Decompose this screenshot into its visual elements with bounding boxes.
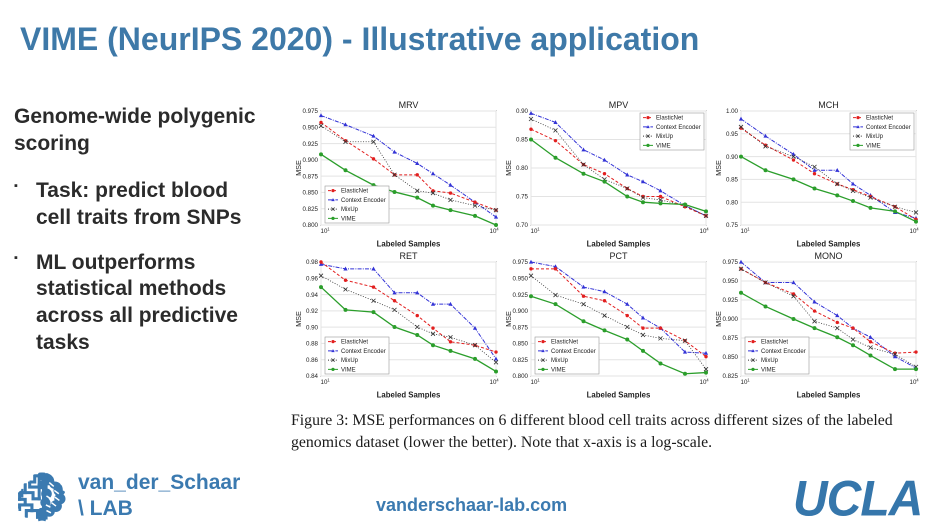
svg-text:1: 1 (327, 377, 330, 382)
svg-text:4: 4 (706, 377, 709, 382)
svg-text:0.80: 0.80 (516, 165, 529, 172)
svg-text:VIME: VIME (551, 367, 566, 373)
svg-text:0.975: 0.975 (513, 259, 529, 266)
svg-text:0.925: 0.925 (513, 291, 529, 298)
svg-text:MixUp: MixUp (656, 134, 674, 140)
svg-text:MixUp: MixUp (866, 134, 884, 140)
svg-text:MSE: MSE (294, 310, 303, 326)
svg-text:0.850: 0.850 (723, 354, 739, 361)
svg-text:1: 1 (537, 377, 540, 382)
svg-text:MixUp: MixUp (761, 358, 779, 364)
svg-text:0.950: 0.950 (303, 124, 319, 131)
svg-text:0.88: 0.88 (306, 340, 319, 347)
svg-text:0.800: 0.800 (513, 373, 529, 380)
svg-text:Context Encoder: Context Encoder (761, 348, 806, 354)
svg-text:0.92: 0.92 (306, 308, 319, 315)
svg-text:0.85: 0.85 (726, 177, 739, 184)
svg-text:0.94: 0.94 (306, 291, 319, 298)
svg-text:Context Encoder: Context Encoder (866, 125, 911, 131)
svg-text:0.925: 0.925 (723, 297, 739, 304)
svg-text:0.925: 0.925 (303, 141, 319, 148)
svg-text:0.86: 0.86 (306, 356, 319, 363)
svg-text:Context Encoder: Context Encoder (341, 198, 386, 204)
svg-text:4: 4 (496, 226, 499, 231)
svg-text:Labeled Samples: Labeled Samples (377, 240, 441, 249)
svg-text:Labeled Samples: Labeled Samples (587, 240, 651, 249)
svg-text:0.98: 0.98 (306, 259, 319, 266)
svg-text:MRV: MRV (399, 100, 419, 110)
svg-text:MONO: MONO (815, 251, 843, 261)
svg-text:0.96: 0.96 (306, 275, 319, 282)
svg-text:0.950: 0.950 (513, 275, 529, 282)
svg-text:ElasticNet: ElasticNet (761, 339, 788, 345)
svg-text:0.85: 0.85 (516, 137, 529, 144)
svg-text:0.95: 0.95 (726, 131, 739, 138)
svg-text:MSE: MSE (504, 160, 513, 176)
svg-text:0.70: 0.70 (516, 222, 529, 229)
svg-text:ElasticNet: ElasticNet (866, 116, 893, 122)
svg-text:ElasticNet: ElasticNet (551, 339, 578, 345)
svg-text:MixUp: MixUp (341, 358, 359, 364)
svg-text:0.75: 0.75 (516, 194, 529, 201)
svg-text:MSE: MSE (714, 310, 723, 326)
svg-text:0.850: 0.850 (303, 190, 319, 197)
svg-text:4: 4 (916, 377, 919, 382)
svg-text:Labeled Samples: Labeled Samples (797, 240, 861, 249)
svg-text:0.825: 0.825 (303, 206, 319, 213)
svg-text:Context Encoder: Context Encoder (341, 348, 386, 354)
svg-text:VIME: VIME (761, 367, 776, 373)
svg-text:VIME: VIME (656, 143, 671, 149)
svg-text:Context Encoder: Context Encoder (656, 125, 701, 131)
svg-text:4: 4 (706, 226, 709, 231)
svg-text:MSE: MSE (294, 160, 303, 176)
svg-text:0.975: 0.975 (723, 259, 739, 266)
svg-text:ElasticNet: ElasticNet (341, 339, 368, 345)
svg-text:0.900: 0.900 (723, 316, 739, 323)
svg-text:MPV: MPV (609, 100, 629, 110)
svg-text:4: 4 (916, 226, 919, 231)
svg-text:0.90: 0.90 (516, 108, 529, 115)
svg-text:0.84: 0.84 (306, 373, 319, 380)
svg-text:0.875: 0.875 (513, 324, 529, 331)
svg-text:0.950: 0.950 (723, 278, 739, 285)
svg-text:Labeled Samples: Labeled Samples (797, 390, 861, 399)
svg-text:0.825: 0.825 (723, 373, 739, 380)
svg-text:0.825: 0.825 (513, 356, 529, 363)
svg-text:0.875: 0.875 (723, 335, 739, 342)
svg-text:Labeled Samples: Labeled Samples (377, 390, 441, 399)
svg-text:4: 4 (496, 377, 499, 382)
svg-text:1: 1 (537, 226, 540, 231)
svg-text:VIME: VIME (341, 367, 356, 373)
svg-text:MSE: MSE (714, 160, 723, 176)
svg-text:RET: RET (400, 251, 419, 261)
svg-text:VIME: VIME (341, 216, 356, 222)
svg-text:MCH: MCH (818, 100, 839, 110)
svg-text:ElasticNet: ElasticNet (656, 116, 683, 122)
svg-text:Context Encoder: Context Encoder (551, 348, 596, 354)
svg-text:0.975: 0.975 (303, 108, 319, 115)
svg-text:0.800: 0.800 (303, 222, 319, 229)
svg-text:MixUp: MixUp (551, 358, 569, 364)
svg-text:VIME: VIME (866, 143, 881, 149)
svg-text:0.75: 0.75 (726, 222, 739, 229)
svg-text:PCT: PCT (610, 251, 629, 261)
svg-text:0.80: 0.80 (726, 199, 739, 206)
svg-text:1.00: 1.00 (726, 108, 739, 115)
svg-text:ElasticNet: ElasticNet (341, 189, 368, 195)
svg-text:Labeled Samples: Labeled Samples (587, 390, 651, 399)
svg-text:0.90: 0.90 (726, 154, 739, 161)
svg-text:1: 1 (747, 226, 750, 231)
svg-text:0.90: 0.90 (306, 324, 319, 331)
svg-text:0.850: 0.850 (513, 340, 529, 347)
svg-text:1: 1 (327, 226, 330, 231)
svg-text:0.900: 0.900 (303, 157, 319, 164)
svg-text:MixUp: MixUp (341, 207, 359, 213)
svg-text:MSE: MSE (504, 310, 513, 326)
svg-text:1: 1 (747, 377, 750, 382)
svg-text:0.900: 0.900 (513, 308, 529, 315)
svg-text:0.875: 0.875 (303, 173, 319, 180)
